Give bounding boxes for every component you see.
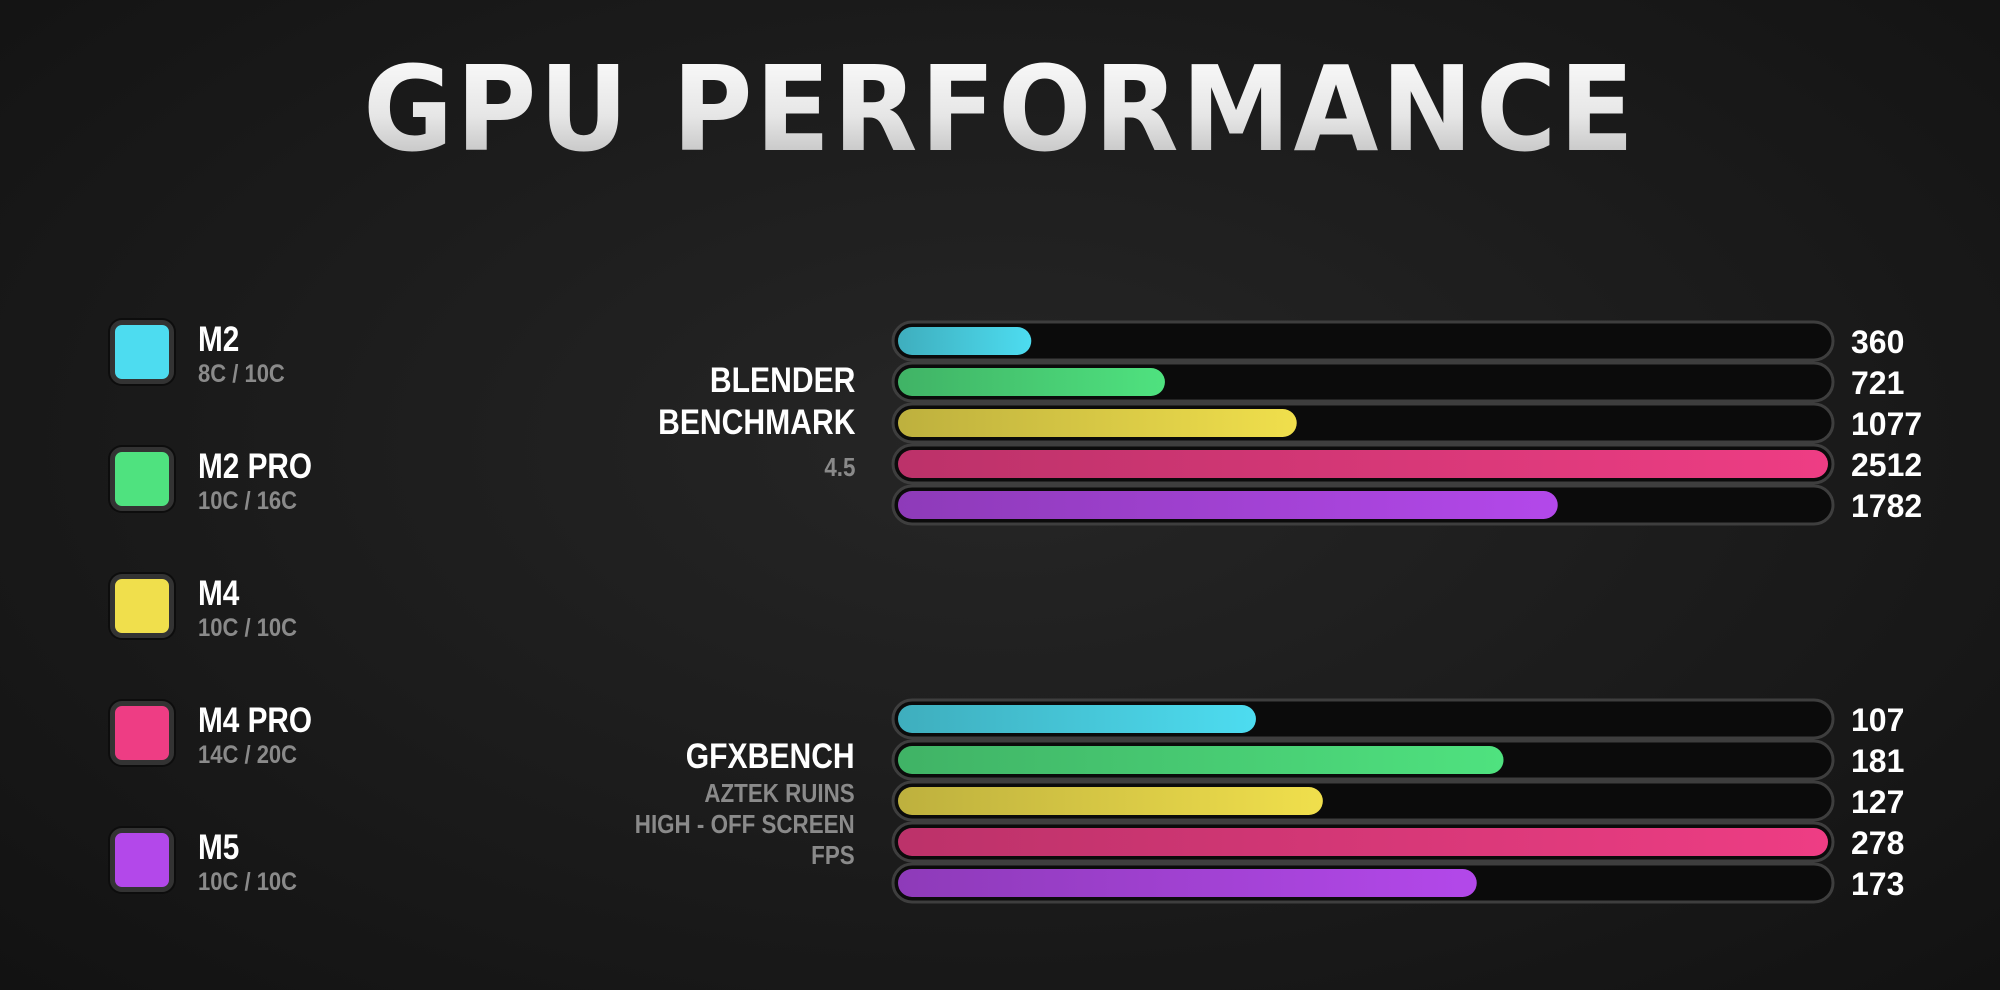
group-subtitle: HIGH - OFF SCREEN xyxy=(635,809,855,839)
legend-cores: 10C / 10C xyxy=(198,868,298,896)
legend-item-m2-pro: M2 PRO 10C / 16C xyxy=(110,445,370,525)
group-subtitle: 4.5 xyxy=(823,452,855,482)
legend-swatch-m4 xyxy=(110,574,174,638)
legend-item-m4-pro: M4 PRO 14C / 20C xyxy=(110,699,370,779)
legend-name: M4 PRO xyxy=(198,701,313,740)
value-label-m2: 360 xyxy=(1851,324,1904,360)
value-label-m4: 127 xyxy=(1851,784,1904,820)
group-title-line: BENCHMARK xyxy=(657,403,855,442)
bar-m4-pro xyxy=(898,450,1828,478)
legend-item-m4: M4 10C / 10C xyxy=(110,572,370,652)
group-subtitle: FPS xyxy=(811,840,855,870)
value-label-m2-pro: 181 xyxy=(1851,743,1904,779)
group-title-line: BLENDER xyxy=(709,361,855,400)
value-label-m4-pro: 2512 xyxy=(1851,447,1922,483)
bar-m4 xyxy=(898,787,1323,815)
bar-m2-pro xyxy=(898,746,1504,774)
legend-cores: 10C / 16C xyxy=(198,487,298,515)
bar-m2 xyxy=(898,705,1256,733)
bar-m4-pro xyxy=(898,828,1828,856)
group-subtitle: AZTEK RUINS xyxy=(704,778,855,808)
group-label-blender: BLENDER BENCHMARK 4.5 xyxy=(626,360,855,483)
chart-title: GPU PERFORMANCE xyxy=(70,40,1930,178)
bar-m2-pro xyxy=(898,368,1165,396)
bar-m2 xyxy=(898,327,1032,355)
bar-m4 xyxy=(898,409,1297,437)
legend-item-m2: M2 8C / 10C xyxy=(110,318,370,398)
legend-cores: 8C / 10C xyxy=(198,360,285,388)
bar-m5 xyxy=(898,869,1477,897)
legend-swatch-m5 xyxy=(110,828,174,892)
legend-name: M4 xyxy=(198,574,240,613)
legend-swatch-m4-pro xyxy=(110,701,174,765)
legend-cores: 10C / 10C xyxy=(198,614,298,642)
value-label-m5: 173 xyxy=(1851,866,1904,902)
group-label-gfxbench: GFXBENCH AZTEK RUINS HIGH - OFF SCREEN F… xyxy=(599,736,855,871)
legend-swatch-m2-pro xyxy=(110,447,174,511)
value-label-m2: 107 xyxy=(1851,702,1904,738)
legend-name: M5 xyxy=(198,828,240,867)
legend-cores: 14C / 20C xyxy=(198,741,298,769)
legend-swatch-m2 xyxy=(110,320,174,384)
value-label-m5: 1782 xyxy=(1851,488,1922,524)
legend-name: M2 xyxy=(198,320,240,359)
legend-name: M2 PRO xyxy=(198,447,313,486)
legend-item-m5: M5 10C / 10C xyxy=(110,826,370,906)
value-label-m4: 1077 xyxy=(1851,406,1922,442)
bar-track-m2 xyxy=(891,320,1835,362)
bar-m5 xyxy=(898,491,1558,519)
group-title-line: GFXBENCH xyxy=(686,737,855,776)
value-label-m4-pro: 278 xyxy=(1851,825,1904,861)
value-label-m2-pro: 721 xyxy=(1851,365,1904,401)
